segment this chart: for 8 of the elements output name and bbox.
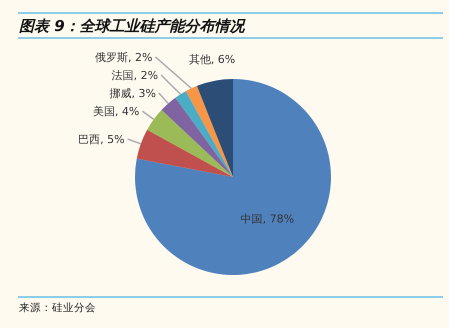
chart-title: 图表 9：全球工业硅产能分布情况	[19, 17, 247, 35]
pie-slice	[186, 86, 233, 177]
pie-slice	[147, 110, 233, 177]
pie-slice	[196, 79, 233, 177]
pie-slice	[162, 98, 233, 177]
pie-slice	[175, 91, 233, 177]
pie-slice	[136, 130, 233, 177]
source-note: 来源：硅业分会	[19, 301, 96, 314]
